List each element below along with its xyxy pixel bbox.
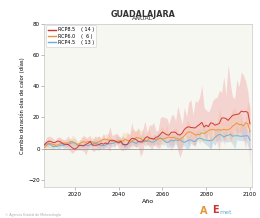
- Text: A: A: [200, 206, 208, 216]
- Legend: RCP8.5    ( 14 ), RCP6.0    (  6 ), RCP4.5    ( 13 ): RCP8.5 ( 14 ), RCP6.0 ( 6 ), RCP4.5 ( 13…: [46, 26, 96, 47]
- Text: met: met: [220, 210, 232, 215]
- X-axis label: Año: Año: [142, 199, 154, 204]
- Y-axis label: Cambio duración olas de calor (días): Cambio duración olas de calor (días): [20, 57, 25, 154]
- Text: E: E: [212, 205, 218, 215]
- Text: © Agencia Estatal de Meteorología: © Agencia Estatal de Meteorología: [5, 213, 61, 217]
- Text: GUADALAJARA: GUADALAJARA: [110, 10, 176, 19]
- Text: ANUAL: ANUAL: [132, 16, 154, 21]
